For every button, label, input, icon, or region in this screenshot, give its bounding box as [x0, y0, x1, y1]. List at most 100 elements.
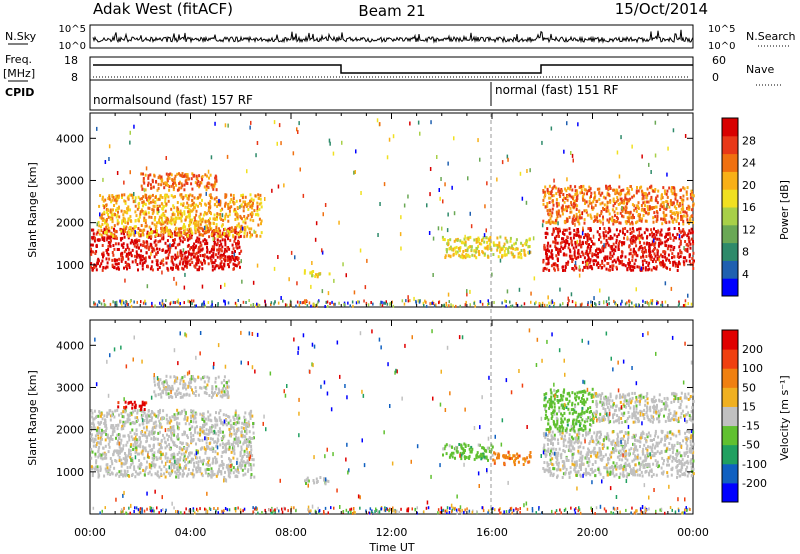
data-cell [606, 255, 609, 259]
data-cell [229, 430, 231, 434]
data-cell [208, 202, 211, 206]
data-cell [554, 238, 557, 242]
data-cell [672, 220, 675, 224]
data-cell [155, 252, 158, 256]
data-cell [353, 170, 355, 175]
data-cell [580, 245, 583, 249]
data-cell [672, 263, 675, 267]
data-cell [565, 253, 568, 257]
data-cell [199, 459, 202, 463]
data-cell [186, 474, 189, 478]
data-cell [141, 422, 144, 426]
data-cell [657, 244, 660, 248]
data-cell [171, 268, 174, 271]
data-cell [280, 296, 282, 300]
data-cell [415, 299, 417, 303]
data-cell [160, 439, 163, 443]
data-cell [621, 209, 624, 213]
data-cell [237, 417, 240, 421]
data-cell [111, 430, 114, 434]
data-cell [593, 296, 595, 301]
y-tick-label: 3000 [56, 174, 84, 187]
data-cell [246, 444, 248, 448]
data-cell [135, 245, 138, 249]
data-cell [147, 450, 150, 454]
data-cell [118, 215, 121, 219]
data-cell [614, 220, 617, 224]
data-cell [509, 300, 511, 304]
data-cell [180, 442, 183, 446]
data-cell [656, 218, 659, 222]
data-cell [244, 429, 247, 433]
data-cell [195, 442, 197, 446]
data-cell [195, 470, 198, 474]
data-cell [565, 261, 568, 265]
data-cell [208, 218, 210, 222]
data-cell [250, 445, 253, 448]
data-cell [331, 300, 333, 304]
data-cell [124, 470, 127, 474]
data-cell [116, 222, 119, 226]
data-cell [95, 243, 98, 247]
data-cell [186, 434, 189, 438]
data-cell [689, 216, 692, 220]
data-cell [115, 424, 118, 427]
data-cell [594, 302, 596, 305]
data-cell [682, 304, 685, 307]
data-cell [582, 194, 585, 198]
data-cell [445, 303, 447, 307]
data-cell [585, 210, 588, 214]
data-cell [103, 299, 105, 303]
data-cell [102, 251, 105, 255]
data-cell [566, 177, 568, 182]
data-cell [135, 438, 138, 442]
data-cell [114, 459, 117, 462]
data-cell [204, 230, 206, 234]
data-cell [687, 236, 690, 240]
data-cell [254, 213, 257, 217]
data-cell [548, 255, 551, 259]
data-cell [568, 215, 571, 219]
data-cell [628, 245, 631, 249]
data-cell [669, 261, 672, 264]
data-cell [188, 460, 191, 464]
data-cell [554, 245, 557, 249]
data-cell [653, 252, 656, 256]
data-cell [124, 201, 127, 205]
data-cell [566, 121, 568, 126]
data-cell [169, 246, 172, 250]
data-cell [124, 410, 127, 414]
data-cell [109, 473, 112, 476]
data-cell [114, 409, 117, 413]
data-cell [681, 217, 684, 221]
data-cell [115, 235, 118, 239]
data-cell [116, 171, 119, 175]
data-cell [520, 304, 523, 308]
data-cell [214, 457, 217, 461]
data-cell [151, 448, 154, 451]
data-cell [165, 202, 168, 206]
data-cell [120, 299, 123, 303]
data-cell [219, 470, 222, 474]
data-cell [151, 411, 154, 415]
data-cell [439, 196, 441, 201]
data-cell [609, 184, 611, 188]
data-cell [118, 474, 121, 478]
data-cell [220, 235, 223, 239]
data-cell [527, 251, 530, 255]
data-cell [251, 206, 254, 210]
data-cell [538, 302, 541, 306]
data-cell [107, 215, 110, 219]
data-cell [624, 220, 627, 224]
data-cell [174, 220, 177, 224]
data-cell [159, 262, 162, 265]
data-cell [156, 267, 159, 271]
data-cell [91, 243, 94, 247]
data-cell [106, 466, 109, 470]
data-cell [429, 192, 431, 197]
data-cell [207, 468, 210, 471]
data-cell [328, 272, 331, 276]
data-cell [168, 460, 171, 464]
data-cell [466, 236, 469, 240]
data-cell [219, 247, 222, 251]
